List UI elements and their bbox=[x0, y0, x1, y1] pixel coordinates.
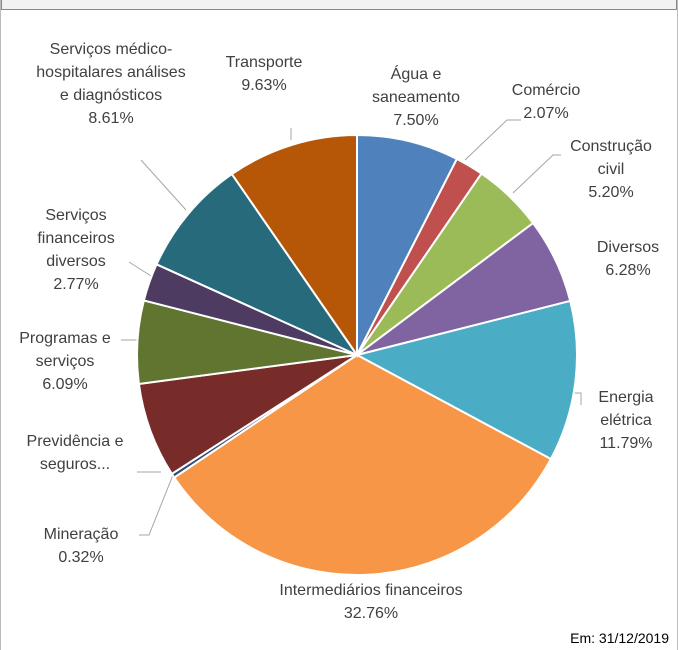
slice-label: Serviços financeiros diversos 2.77% bbox=[27, 204, 125, 296]
category-name: Transporte bbox=[225, 54, 303, 71]
category-name: Energia elétrica bbox=[598, 389, 654, 429]
leader-line bbox=[128, 261, 152, 277]
value-label: 9.63% bbox=[241, 77, 287, 94]
slice-label: Programas e serviços 6.09% bbox=[9, 327, 121, 396]
category-name: Água e saneamento bbox=[371, 66, 461, 106]
category-name: Construção civil bbox=[570, 138, 652, 178]
pie-slice bbox=[356, 133, 459, 356]
category-name: Mineração bbox=[43, 526, 119, 543]
slice-label: Construção civil 5.20% bbox=[564, 135, 659, 204]
value-label: 2.07% bbox=[523, 105, 569, 122]
leader-line bbox=[464, 119, 521, 161]
category-name: Comércio bbox=[511, 82, 581, 99]
value-label: 5.20% bbox=[588, 184, 634, 201]
category-name: Programas e serviços bbox=[19, 330, 111, 370]
header-bar bbox=[1, 0, 677, 10]
value-label: 11.79% bbox=[599, 435, 653, 452]
leader-line bbox=[512, 154, 561, 194]
slice-label: Comércio 2.07% bbox=[496, 79, 596, 125]
value-label: 2.77% bbox=[53, 276, 99, 293]
slice-label: Serviços médico-hospitalares análises e … bbox=[35, 38, 187, 130]
category-name: Diversos bbox=[596, 239, 660, 256]
slice-label: Energia elétrica 11.79% bbox=[586, 386, 666, 455]
value-label: 8.61% bbox=[88, 110, 134, 127]
date-note: Em: 31/12/2019 bbox=[570, 630, 669, 646]
category-name: Previdência e seguros... bbox=[26, 433, 124, 473]
slice-label: Previdência e seguros... bbox=[16, 430, 134, 476]
pie-slice bbox=[354, 299, 578, 461]
leader-line bbox=[139, 474, 174, 536]
leader-line bbox=[140, 159, 187, 211]
category-name: Serviços financeiros diversos bbox=[37, 207, 115, 270]
slice-label: Água e saneamento 7.50% bbox=[361, 63, 471, 132]
slice-label: Mineração 0.32% bbox=[31, 523, 131, 569]
category-name: Serviços médico-hospitalares análises e … bbox=[36, 41, 186, 104]
value-label: 0.32% bbox=[58, 549, 104, 566]
slice-label: Transporte 9.63% bbox=[214, 51, 314, 97]
pie-slice bbox=[230, 133, 358, 359]
pie-slice bbox=[172, 353, 553, 576]
value-label: 6.09% bbox=[42, 376, 88, 393]
slice-label: Intermediários financeiros 32.76% bbox=[241, 579, 501, 625]
value-label: 7.50% bbox=[393, 112, 439, 129]
pie-slice bbox=[155, 172, 360, 358]
value-label: 6.28% bbox=[605, 262, 651, 279]
leader-lines bbox=[121, 119, 582, 536]
slice-label: Diversos 6.28% bbox=[583, 236, 673, 282]
value-label: 32.76% bbox=[343, 605, 399, 622]
category-name: Intermediários financeiros bbox=[279, 582, 463, 599]
